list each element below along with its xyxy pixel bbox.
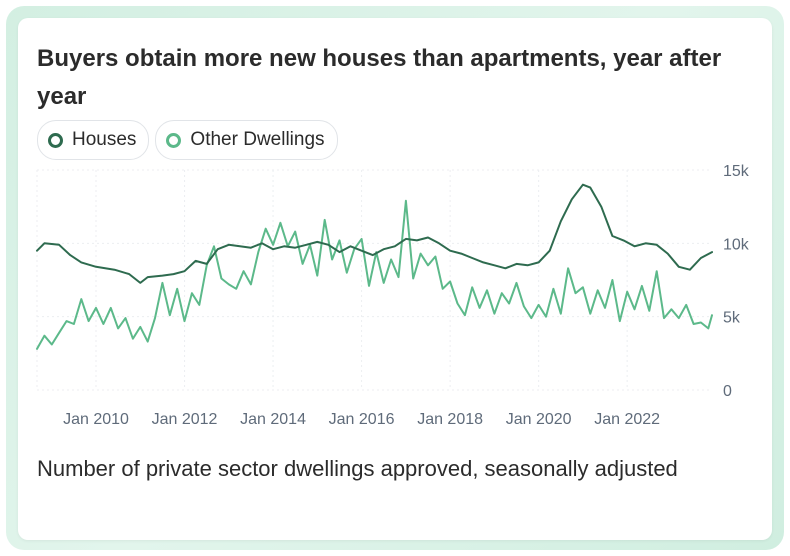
legend-marker-icon <box>166 132 182 148</box>
y-tick-label: 5k <box>723 310 741 327</box>
x-tick-label: Jan 2022 <box>594 411 660 428</box>
x-tick-label: Jan 2020 <box>506 411 572 428</box>
y-tick-label: 0 <box>723 383 732 400</box>
chart-title: Buyers obtain more new houses than apart… <box>37 45 722 110</box>
legend-item-other-dwellings[interactable]: Other Dwellings <box>155 120 338 160</box>
x-tick-label: Jan 2012 <box>152 411 218 428</box>
x-tick-label: Jan 2014 <box>240 411 306 428</box>
legend-item-houses[interactable]: Houses <box>37 120 150 160</box>
x-tick-label: Jan 2010 <box>63 411 129 428</box>
legend-marker-icon <box>48 132 63 148</box>
legend: Houses Other Dwellings <box>37 120 338 160</box>
y-tick-label: 15k <box>723 163 750 180</box>
chart-subtitle: Number of private sector dwellings appro… <box>37 456 678 481</box>
series-line-other-dwellings <box>36 199 713 350</box>
legend-label: Other Dwellings <box>190 129 325 150</box>
x-tick-label: Jan 2018 <box>417 411 483 428</box>
legend-label: Houses <box>72 129 137 150</box>
y-tick-label: 10k <box>723 236 750 253</box>
x-tick-label: Jan 2016 <box>329 411 395 428</box>
series-line-houses <box>36 183 713 284</box>
